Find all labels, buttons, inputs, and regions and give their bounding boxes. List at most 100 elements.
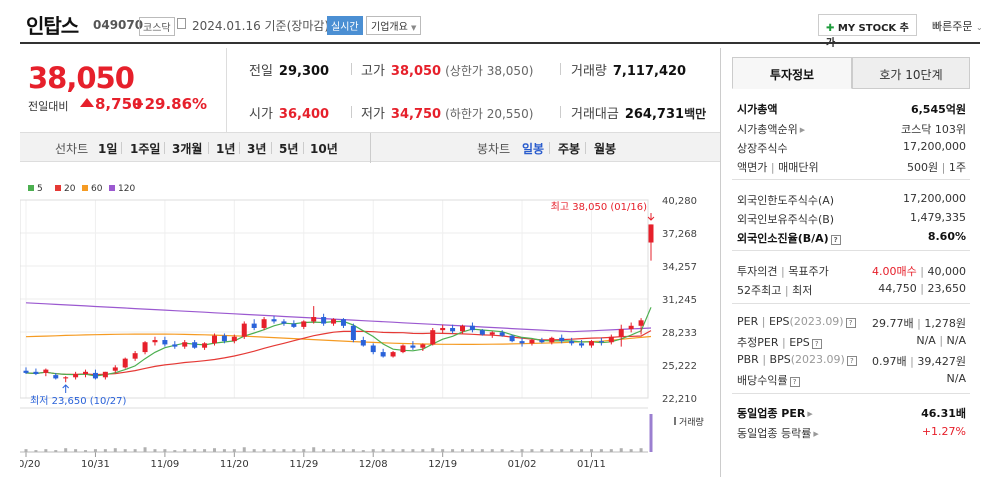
candle (440, 327, 446, 331)
x-tick-label: 11/20 (220, 459, 249, 470)
legend-label-5: 5 (37, 184, 43, 194)
tab-monthly[interactable]: 월봉 (594, 142, 617, 156)
volume-bar (540, 449, 544, 452)
legend-label-20: 20 (64, 184, 76, 194)
candle (92, 372, 98, 379)
candle (509, 335, 515, 342)
candle (638, 320, 644, 326)
company-overview-dropdown[interactable]: 기업개요 ▼ (366, 16, 422, 35)
tab-investment-info[interactable]: 투자정보 (732, 57, 852, 89)
volume-bar (113, 448, 117, 452)
candle (598, 341, 604, 343)
y-tick-label: 31,245 (662, 295, 697, 306)
current-price: 38,050 (28, 61, 135, 95)
volume-bar (232, 449, 236, 452)
line-chart-label[interactable]: 선차트 (55, 142, 89, 156)
volume-bar (123, 449, 127, 452)
price-block: 38,050 전일대비 8,750 +29.86% (20, 48, 226, 130)
x-tick-label: 11/09 (150, 459, 179, 470)
candle (410, 345, 416, 348)
volume-bar (34, 450, 38, 452)
volume-bar (24, 449, 28, 452)
candle (281, 321, 287, 324)
volume-bar (421, 449, 425, 452)
candle (132, 353, 138, 359)
y-tick-label: 40,280 (662, 196, 697, 207)
candle (192, 342, 198, 348)
plus-icon: ✚ (826, 23, 835, 34)
volume-bar (371, 449, 375, 452)
volume-bar (242, 447, 246, 452)
tab-1w[interactable]: 1주일 (130, 142, 161, 156)
candle (172, 344, 178, 347)
candle (370, 345, 376, 353)
chevron-down-icon: ▼ (411, 24, 417, 32)
candle (420, 344, 426, 348)
candle (301, 321, 307, 327)
ma-line-20 (25, 330, 652, 376)
candle (350, 325, 356, 341)
candle (291, 323, 297, 327)
open-price: 시가 36,400 (249, 107, 330, 122)
tab-1d[interactable]: 1일 (98, 142, 118, 156)
volume-bar (629, 449, 633, 452)
price-chart[interactable]: 5 20 60 120 40,280 37,268 34,257 31,245 28,233 25… (20, 176, 720, 477)
volume-bar (599, 449, 603, 452)
volume-bar (649, 414, 653, 452)
x-tick-label: 01/02 (508, 459, 537, 470)
stock-code: 049070 (93, 18, 144, 32)
tab-daily[interactable]: 일봉 (522, 142, 545, 156)
52week-row: 52주최고 | 최저 44,750 | 23,650 (737, 282, 966, 297)
price-summary: 전일 29,300 고가 38,050 (상한가 38,050) 거래량 7,117,4… (226, 48, 720, 132)
y-tick-label: 22,210 (662, 394, 697, 405)
volume-bar (580, 449, 584, 452)
market-cap-row: 시가총액 6,545억원 (737, 103, 966, 116)
investment-info-panel: 투자정보 호가 10단계 시가총액 6,545억원 시가총액순위 ▶ 코스닥 103위… (720, 48, 981, 477)
help-icon: ? (845, 318, 856, 328)
legend-swatch-60 (82, 185, 88, 191)
volume-bar (411, 449, 415, 452)
candle (221, 335, 227, 342)
legend-label-120: 120 (118, 184, 135, 194)
high-price: 고가 38,050 (상한가 38,050) (361, 64, 534, 79)
candle (529, 340, 535, 344)
ma-line-60 (25, 333, 652, 345)
volume-bar (332, 449, 336, 452)
diff-label: 전일대비 (28, 100, 69, 113)
candle (479, 330, 485, 335)
volume-bar (153, 449, 157, 452)
quick-order-link[interactable]: 빠른주문 ⌄ (932, 18, 983, 34)
help-icon: ? (846, 356, 857, 366)
chevron-right-icon: ▶ (799, 126, 806, 134)
tab-weekly[interactable]: 주봉 (558, 142, 581, 156)
candle (112, 367, 118, 371)
x-tick-label: 10/20 (20, 459, 40, 470)
up-arrow-icon (80, 98, 94, 107)
candle (102, 371, 108, 378)
tab-5y[interactable]: 5년 (279, 142, 299, 156)
chevron-right-icon: ▶ (813, 430, 819, 438)
volume-bar (451, 449, 455, 452)
tab-10y[interactable]: 10년 (310, 142, 338, 156)
candle (202, 343, 208, 348)
tab-order-book[interactable]: 호가 10단계 (852, 57, 970, 89)
candle (251, 323, 257, 328)
volume-bar (193, 449, 197, 452)
candle (73, 374, 79, 378)
est-per-row: 추정PER | EPS? N/A | N/A (737, 334, 966, 349)
document-icon[interactable] (177, 18, 186, 29)
help-icon: ? (830, 235, 841, 245)
volume-bar (133, 449, 137, 452)
volume-bar (609, 449, 613, 452)
x-tick-label: 01/11 (577, 459, 606, 470)
volume-bar (252, 449, 256, 452)
tab-3m[interactable]: 3개월 (172, 142, 203, 156)
volume-bar (74, 449, 78, 452)
realtime-button[interactable]: 실시간 (327, 16, 363, 35)
volume-bar (560, 449, 564, 452)
tab-3y[interactable]: 3년 (247, 142, 267, 156)
my-stock-add-button[interactable]: ✚ MY STOCK 추가 (818, 14, 917, 49)
candle (400, 345, 406, 353)
candle-chart-label[interactable]: 봉차트 (477, 142, 511, 156)
tab-1y[interactable]: 1년 (216, 142, 236, 156)
